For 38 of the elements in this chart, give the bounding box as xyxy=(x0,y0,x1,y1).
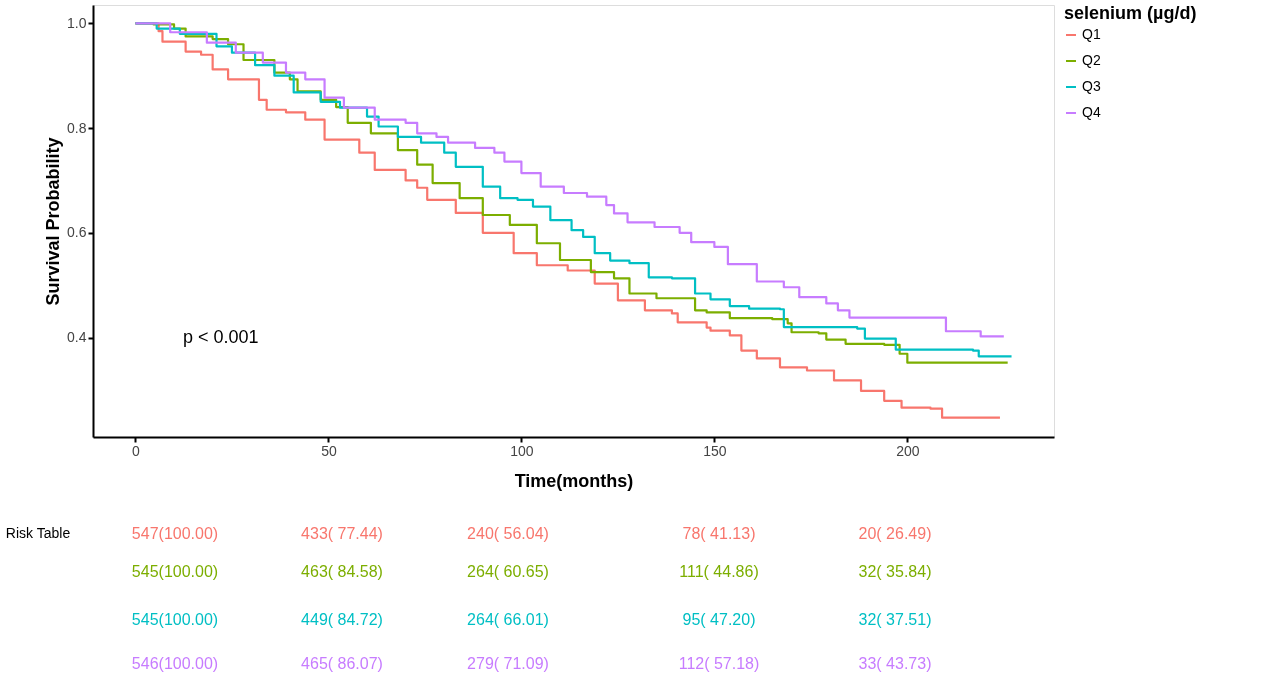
text: 545(100.00) xyxy=(131,563,219,580)
text: 20( 26.49) xyxy=(858,525,932,542)
text: 78( 41.13) xyxy=(682,525,756,542)
text: 32( 37.51) xyxy=(858,611,932,628)
text: 264( 66.01) xyxy=(467,611,549,628)
text: 545(100.00) xyxy=(131,611,219,628)
text: 111( 44.86) xyxy=(679,563,759,580)
y-tick-label: 0.8 xyxy=(67,119,87,136)
text: 33( 43.73) xyxy=(858,655,932,672)
legend-label: Q1 xyxy=(1082,26,1101,42)
y-tick-label: 0.4 xyxy=(67,329,87,346)
y-axis-title: Survival Probability xyxy=(43,137,64,306)
text: 546(100.00) xyxy=(131,655,219,672)
legend-label: Q2 xyxy=(1082,52,1101,68)
text: 547(100.00) xyxy=(131,525,219,542)
x-tick-label: 200 xyxy=(896,442,920,459)
y-tick-label: 0.6 xyxy=(67,224,87,241)
text: Risk Table xyxy=(5,525,71,541)
text: 240( 56.04) xyxy=(467,525,549,542)
text: 32( 35.84) xyxy=(858,563,932,580)
legend-label: Q3 xyxy=(1082,78,1101,94)
x-tick-label: 0 xyxy=(132,442,141,459)
text: 95( 47.20) xyxy=(682,611,756,628)
x-tick-label: 150 xyxy=(703,442,727,459)
text: 465( 86.07) xyxy=(301,655,383,672)
text: 449( 84.72) xyxy=(301,611,383,628)
y-tick-label: 1.0 xyxy=(67,14,87,31)
x-tick-label: 50 xyxy=(321,442,337,459)
annotation: p < 0.001 xyxy=(183,327,259,347)
x-axis-title: Time(months) xyxy=(514,470,634,491)
text: 463( 84.58) xyxy=(301,563,383,580)
legend-title: selenium (µg/d) xyxy=(1064,3,1197,23)
text: 264( 60.65) xyxy=(467,563,549,580)
text: 112( 57.18) xyxy=(678,655,760,672)
text: 279( 71.09) xyxy=(467,655,549,672)
legend-label: Q4 xyxy=(1082,104,1101,120)
text: 433( 77.44) xyxy=(301,525,383,542)
x-tick-label: 100 xyxy=(510,442,534,459)
